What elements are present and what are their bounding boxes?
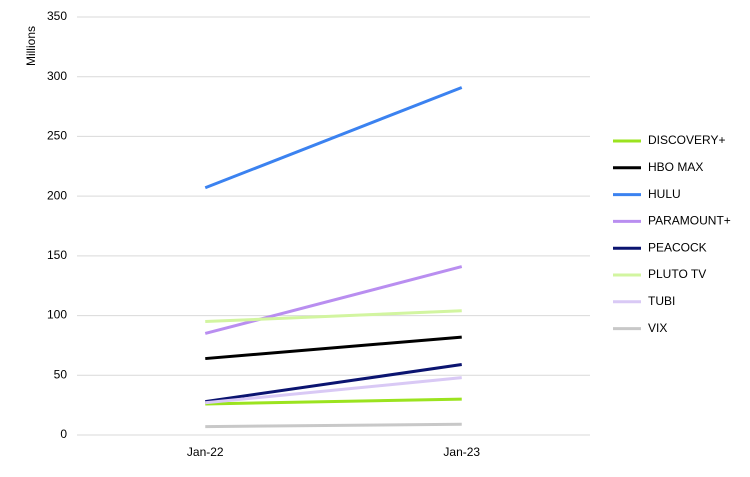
legend-label: PEACOCK bbox=[648, 240, 707, 254]
legend-label: PLUTO TV bbox=[648, 267, 706, 281]
series-line bbox=[205, 397, 462, 406]
legend-label: HBO MAX bbox=[648, 160, 703, 174]
y-tick-label: 300 bbox=[47, 69, 67, 83]
series-line bbox=[205, 363, 462, 404]
y-tick-label: 150 bbox=[47, 248, 67, 262]
y-tick-label: 0 bbox=[60, 427, 67, 441]
series-line bbox=[204, 265, 463, 335]
y-tick-label: 250 bbox=[47, 129, 67, 143]
series-line bbox=[205, 335, 462, 361]
series-line bbox=[205, 422, 462, 429]
x-tick-label: Jan-23 bbox=[443, 445, 480, 459]
legend-label: VIX bbox=[648, 321, 667, 335]
y-tick-label: 200 bbox=[47, 188, 67, 202]
series-line bbox=[205, 309, 462, 324]
y-tick-label: 50 bbox=[54, 367, 68, 381]
y-tick-label: 100 bbox=[47, 308, 67, 322]
legend-label: HULU bbox=[648, 187, 681, 201]
x-tick-label: Jan-22 bbox=[187, 445, 224, 459]
series-line bbox=[205, 376, 462, 405]
y-axis-label: Millions bbox=[24, 26, 38, 66]
legend-label: PARAMOUNT+ bbox=[648, 214, 731, 228]
legend-label: TUBI bbox=[648, 294, 675, 308]
series-line bbox=[204, 86, 463, 190]
y-tick-label: 350 bbox=[47, 9, 67, 23]
legend-label: DISCOVERY+ bbox=[648, 133, 725, 147]
